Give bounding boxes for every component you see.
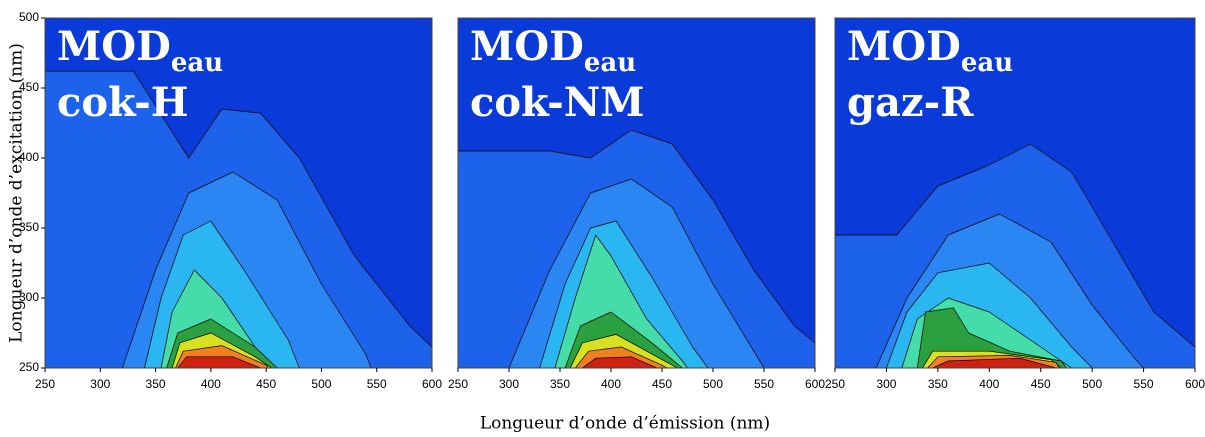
x-tick-label: 550 — [367, 377, 387, 391]
panel-name: cok-NM — [470, 79, 645, 126]
contour-level — [177, 356, 261, 368]
contour-level — [932, 357, 1057, 368]
x-tick-label: 300 — [876, 377, 896, 391]
x-tick-label: 500 — [703, 377, 723, 391]
x-tick-label: 250 — [825, 377, 845, 391]
x-tick-label: 450 — [1031, 377, 1051, 391]
x-tick-label: 300 — [499, 377, 519, 391]
x-tick-label: 450 — [256, 377, 276, 391]
x-tick-label: 300 — [90, 377, 110, 391]
x-tick-label: 550 — [754, 377, 774, 391]
y-tick-label: 250 — [19, 360, 39, 374]
panel-label-sub: eau — [961, 48, 1013, 78]
panel-label: MODeau — [57, 23, 223, 78]
x-tick-label: 400 — [601, 377, 621, 391]
x-tick-label: 400 — [201, 377, 221, 391]
y-tick-label: 500 — [19, 10, 39, 24]
contour-level — [582, 356, 658, 368]
y-tick-label: 400 — [19, 150, 39, 164]
plot-area — [45, 18, 432, 368]
x-axis-title: Longueur d’onde d’émission (nm) — [480, 414, 770, 434]
y-tick-label: 450 — [19, 80, 39, 94]
panel-name: cok-H — [57, 79, 189, 126]
x-tick-label: 500 — [1082, 377, 1102, 391]
panel-label-main: MOD — [57, 23, 171, 70]
x-tick-label: 550 — [1134, 377, 1154, 391]
x-tick-label: 350 — [928, 377, 948, 391]
plot-area — [835, 18, 1195, 368]
panel-name: gaz-R — [847, 79, 974, 126]
x-tick-label: 250 — [448, 377, 468, 391]
plot-area — [458, 18, 815, 368]
x-tick-label: 600 — [1185, 377, 1205, 391]
plot-frame — [457, 17, 816, 369]
x-tick-label: 450 — [652, 377, 672, 391]
panel-label-sub: eau — [584, 48, 636, 78]
y-tick-label: 350 — [19, 220, 39, 234]
x-tick-label: 350 — [550, 377, 570, 391]
x-tick-label: 600 — [422, 377, 442, 391]
panel-label-main: MOD — [470, 23, 584, 70]
y-axis-title: Longueur d’onde d’excitation (nm) — [7, 43, 27, 343]
x-tick-label: 600 — [805, 377, 825, 391]
x-tick-label: 500 — [311, 377, 331, 391]
plot-frame — [834, 17, 1196, 369]
y-tick-label: 300 — [19, 290, 39, 304]
x-tick-label: 400 — [979, 377, 999, 391]
panel-label-main: MOD — [847, 23, 961, 70]
x-tick-label: 350 — [146, 377, 166, 391]
panel-label: MODeau — [470, 23, 636, 78]
plot-frame — [44, 17, 433, 369]
panel-label: MODeau — [847, 23, 1013, 78]
panel-label-sub: eau — [171, 48, 223, 78]
x-tick-label: 250 — [35, 377, 55, 391]
